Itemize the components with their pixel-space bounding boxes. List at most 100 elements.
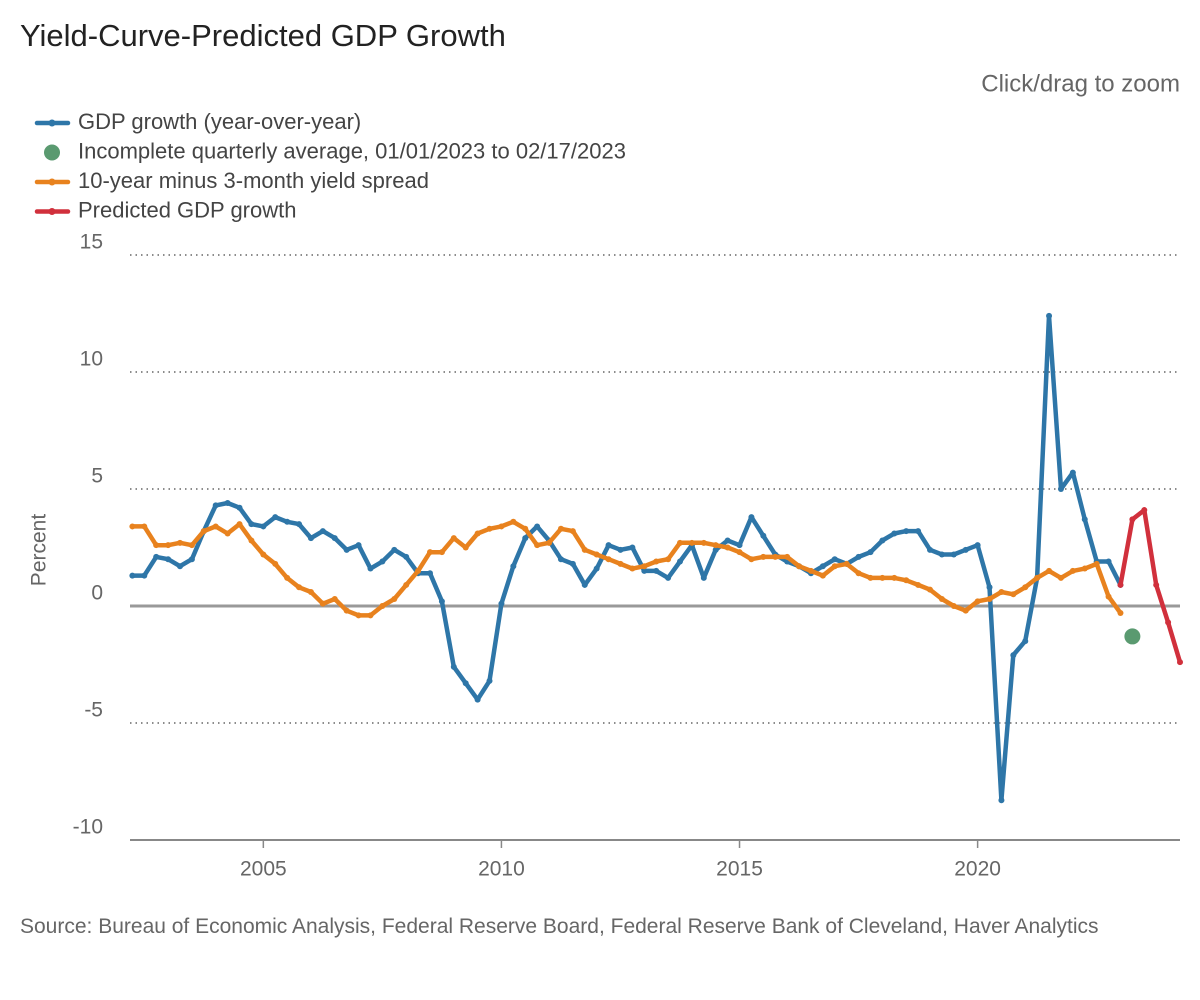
data-point (546, 539, 553, 546)
data-point (843, 560, 850, 567)
data-point (724, 544, 731, 551)
data-point (1105, 558, 1112, 565)
data-point (867, 549, 874, 556)
data-point (915, 528, 922, 535)
legend-marker (48, 208, 56, 215)
data-point (272, 514, 279, 521)
legend-item[interactable]: GDP growth (year-over-year) (34, 109, 361, 134)
data-point (343, 546, 350, 553)
y-axis-label: Percent (28, 514, 51, 587)
data-point (617, 546, 624, 553)
data-point (581, 546, 588, 553)
data-point (296, 584, 303, 591)
data-point (248, 521, 255, 528)
chart-title: Yield-Curve-Predicted GDP Growth (20, 18, 506, 53)
legend-label: Incomplete quarterly average, 01/01/2023… (78, 138, 626, 163)
data-point (1141, 507, 1148, 514)
data-point (617, 560, 624, 567)
series-line (130, 313, 1123, 803)
data-point (986, 584, 993, 591)
data-point (950, 603, 957, 609)
data-point (724, 537, 731, 544)
data-point (1057, 574, 1064, 581)
data-point (581, 581, 588, 588)
data-point (331, 595, 338, 602)
data-point (427, 549, 433, 556)
data-point (272, 560, 279, 567)
data-point (665, 556, 672, 563)
data-point (331, 535, 338, 542)
data-point (665, 574, 672, 581)
data-point (153, 553, 160, 560)
data-point (438, 549, 445, 556)
data-point (1117, 581, 1124, 588)
y-tick-label: -10 (73, 816, 103, 839)
data-point (819, 572, 826, 579)
data-point (319, 600, 326, 607)
data-point (998, 797, 1005, 804)
data-point (891, 574, 898, 581)
y-tick-label: 10 (80, 348, 103, 371)
data-point (736, 542, 743, 549)
data-point (927, 586, 933, 593)
data-point (129, 572, 136, 579)
x-tick-label: 2020 (954, 858, 1001, 881)
data-point (450, 663, 457, 670)
source-note: Source: Bureau of Economic Analysis, Fed… (20, 915, 1099, 938)
data-point (379, 558, 386, 565)
legend-item[interactable]: Incomplete quarterly average, 01/01/2023… (44, 138, 626, 163)
data-point (831, 556, 838, 563)
data-point (700, 539, 707, 546)
data-point (343, 607, 350, 614)
data-point (879, 574, 886, 581)
data-point (831, 563, 838, 570)
legend-item[interactable]: Predicted GDP growth (34, 197, 296, 222)
data-point (748, 514, 755, 521)
data-point (879, 537, 886, 544)
data-point (677, 539, 683, 546)
data-point (474, 530, 481, 537)
data-point (141, 523, 148, 530)
data-point (129, 523, 136, 530)
data-point (1081, 565, 1088, 572)
data-point (819, 563, 826, 570)
data-point (629, 544, 636, 551)
data-point (1046, 312, 1053, 319)
data-point (403, 581, 410, 588)
zoom-hint[interactable]: Click/drag to zoom (981, 70, 1180, 97)
data-point (462, 544, 469, 551)
legend-item[interactable]: 10-year minus 3-month yield spread (34, 168, 429, 193)
legend-label: 10-year minus 3-month yield spread (78, 168, 429, 193)
data-point (212, 523, 219, 530)
data-point (748, 556, 755, 563)
data-point (296, 521, 303, 528)
data-point (522, 525, 529, 532)
data-point (855, 570, 862, 577)
data-point (653, 567, 660, 574)
data-point (403, 553, 410, 560)
x-tick-label: 2015 (716, 858, 763, 881)
data-point (284, 518, 291, 525)
data-point (260, 551, 267, 558)
data-point (427, 570, 433, 577)
data-point (415, 567, 422, 574)
data-point (462, 680, 469, 687)
data-point (1153, 581, 1160, 588)
legend-marker (48, 119, 56, 127)
data-point (248, 537, 255, 544)
x-tick-label: 2005 (240, 858, 287, 881)
data-point (903, 528, 910, 535)
data-point (593, 565, 600, 572)
data-point (165, 542, 172, 549)
y-tick-label: 15 (80, 231, 103, 254)
data-point (438, 598, 445, 605)
data-point (1124, 628, 1141, 645)
data-point (1046, 567, 1053, 574)
data-point (641, 563, 648, 570)
data-point (224, 530, 231, 537)
data-point (784, 553, 791, 560)
data-point (855, 553, 862, 560)
data-point (772, 553, 779, 560)
y-tick-label: 0 (91, 582, 103, 605)
